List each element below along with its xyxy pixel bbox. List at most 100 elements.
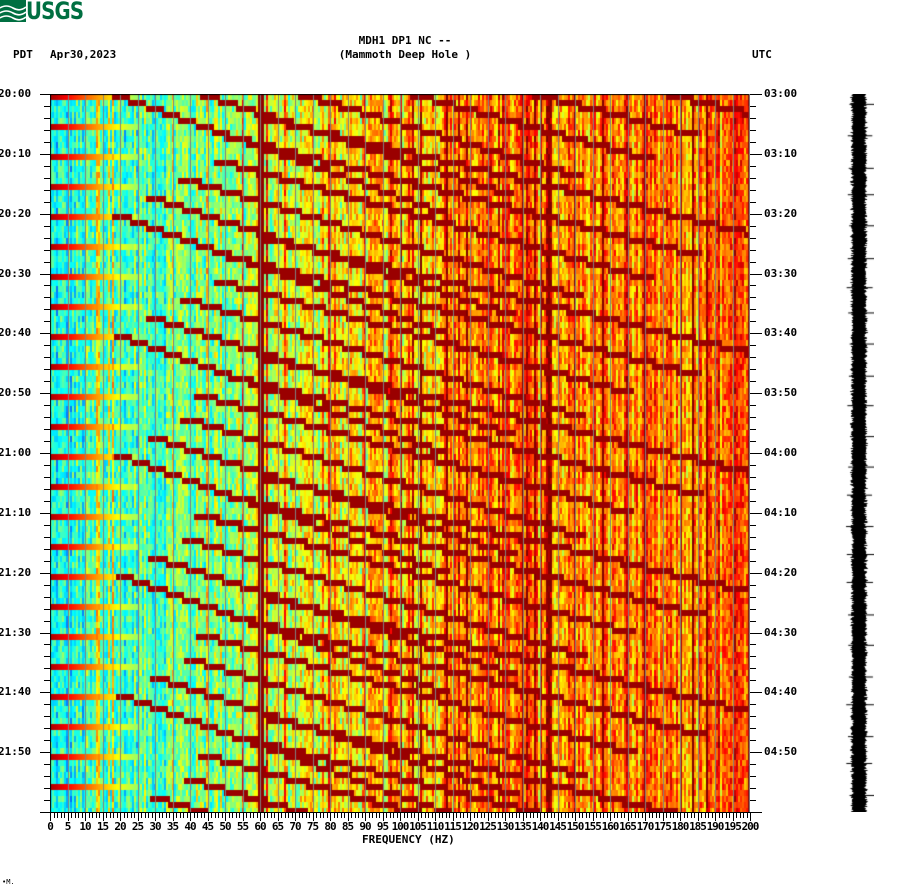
x-tick bbox=[641, 812, 643, 818]
right-tick bbox=[750, 524, 756, 526]
x-tick bbox=[99, 812, 100, 818]
right-tick bbox=[750, 285, 756, 287]
left-tick bbox=[44, 321, 50, 323]
x-tick-label: 40 bbox=[184, 820, 196, 833]
right-tick bbox=[750, 752, 762, 754]
right-tick bbox=[750, 656, 756, 658]
x-tick bbox=[116, 812, 118, 818]
x-tick bbox=[732, 812, 734, 821]
x-tick bbox=[438, 812, 440, 818]
right-tick bbox=[750, 357, 756, 359]
x-tick bbox=[235, 812, 237, 818]
right-tick-label: 04:20 bbox=[764, 565, 798, 579]
x-tick bbox=[522, 812, 524, 821]
x-tick bbox=[683, 812, 685, 818]
x-tick bbox=[529, 812, 531, 818]
right-tick bbox=[750, 800, 756, 802]
left-tick-label: 21:30 bbox=[0, 625, 32, 639]
x-tick bbox=[148, 812, 149, 818]
x-tick bbox=[519, 812, 520, 818]
x-tick bbox=[634, 812, 636, 818]
x-tick-label: 135 bbox=[514, 820, 532, 833]
right-tick bbox=[750, 620, 756, 622]
left-tick bbox=[44, 680, 50, 682]
x-tick-label: 90 bbox=[359, 820, 371, 833]
right-tick bbox=[750, 632, 762, 634]
right-tick bbox=[750, 201, 756, 203]
x-tick bbox=[613, 812, 615, 818]
x-tick bbox=[505, 812, 506, 821]
x-tick bbox=[162, 812, 163, 818]
right-tick-label: 03:20 bbox=[764, 206, 798, 220]
right-tick-label: 04:00 bbox=[764, 446, 798, 459]
x-tick bbox=[190, 812, 191, 821]
left-tick bbox=[44, 201, 50, 203]
x-tick bbox=[442, 812, 443, 818]
usgs-wave-icon bbox=[0, 0, 27, 22]
x-tick-label: 175 bbox=[654, 820, 672, 833]
x-tick bbox=[533, 812, 534, 818]
x-tick bbox=[330, 812, 331, 821]
x-tick bbox=[113, 812, 114, 818]
x-tick-label: 110 bbox=[426, 820, 445, 833]
right-tick bbox=[750, 740, 756, 742]
x-tick-label: 195 bbox=[724, 820, 742, 833]
left-tick bbox=[40, 393, 50, 395]
left-tick-label: 20:40 bbox=[0, 326, 32, 340]
x-tick-label: 125 bbox=[479, 820, 497, 833]
x-tick bbox=[620, 812, 622, 818]
x-tick bbox=[477, 812, 478, 818]
usgs-logo-text: USGS bbox=[26, 0, 84, 25]
x-tick bbox=[102, 812, 104, 821]
x-tick-label: 180 bbox=[671, 820, 690, 833]
x-tick bbox=[298, 812, 300, 818]
x-tick bbox=[263, 812, 265, 818]
x-tick bbox=[421, 812, 422, 818]
timezone-right-label: UTC bbox=[752, 48, 772, 61]
right-tick bbox=[750, 393, 762, 395]
x-tick-label: 60 bbox=[254, 820, 266, 833]
x-tick bbox=[638, 812, 639, 818]
right-tick bbox=[750, 105, 756, 107]
right-tick bbox=[750, 776, 756, 778]
right-tick bbox=[750, 237, 756, 239]
right-tick bbox=[750, 261, 756, 263]
x-tick-label: 165 bbox=[619, 820, 637, 833]
x-tick bbox=[676, 812, 678, 818]
x-tick bbox=[120, 812, 121, 821]
x-tick bbox=[225, 812, 226, 821]
x-tick bbox=[316, 812, 317, 818]
right-tick bbox=[750, 417, 756, 419]
right-tick bbox=[750, 429, 756, 431]
left-tick bbox=[44, 237, 50, 239]
seismogram-trace bbox=[844, 94, 874, 812]
x-tick bbox=[501, 812, 503, 818]
left-tick bbox=[40, 213, 50, 215]
x-tick-label: 150 bbox=[566, 820, 585, 833]
right-tick bbox=[750, 584, 756, 586]
x-tick bbox=[596, 812, 597, 818]
x-tick bbox=[564, 812, 566, 818]
x-tick bbox=[561, 812, 562, 818]
left-tick bbox=[44, 261, 50, 263]
x-tick bbox=[130, 812, 132, 818]
x-tick bbox=[323, 812, 324, 818]
x-tick bbox=[351, 812, 352, 818]
left-tick-label: 21:40 bbox=[0, 685, 32, 699]
left-tick bbox=[40, 692, 50, 694]
right-tick bbox=[750, 381, 756, 383]
x-tick bbox=[750, 812, 751, 821]
x-tick bbox=[204, 812, 205, 818]
x-tick bbox=[466, 812, 468, 818]
right-tick bbox=[750, 548, 756, 550]
left-tick bbox=[40, 572, 50, 574]
x-tick bbox=[624, 812, 625, 818]
x-tick-label: 140 bbox=[531, 820, 550, 833]
x-tick bbox=[134, 812, 135, 818]
x-tick bbox=[631, 812, 632, 818]
left-tick bbox=[44, 644, 50, 646]
x-tick bbox=[260, 812, 261, 821]
right-tick bbox=[750, 476, 756, 478]
right-tick bbox=[750, 94, 762, 95]
right-tick bbox=[750, 812, 762, 813]
